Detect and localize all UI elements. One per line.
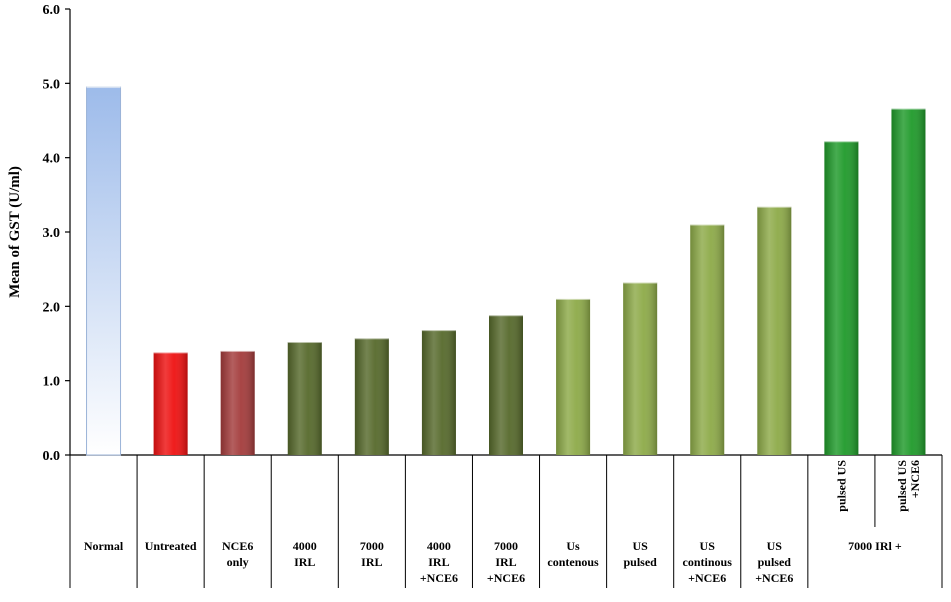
bar	[86, 86, 122, 456]
category-label-line: IRL	[294, 555, 315, 569]
category-label-line: +NCE6	[755, 571, 793, 585]
category-label-line: pulsed	[623, 555, 657, 569]
category-label-line: Untreated	[145, 539, 197, 553]
bar-cap	[421, 327, 456, 332]
category-label-line: +NCE6	[908, 460, 922, 498]
category-label-line: pulsed US	[834, 460, 848, 512]
bar-cap	[690, 221, 725, 226]
category-label: 7000 IRL +NCE6	[487, 539, 525, 585]
category-label-line: IRL	[361, 555, 382, 569]
bar-shading	[757, 206, 792, 455]
category-label-line: continous	[683, 555, 733, 569]
category-label: US pulsed +NCE6	[755, 539, 793, 585]
y-axis-title: Mean of GST (U/ml)	[7, 166, 23, 298]
bar-shading	[489, 315, 523, 455]
category-label-line: only	[227, 555, 249, 569]
y-tick-label: 4.0	[43, 152, 61, 167]
bar-shading	[891, 108, 926, 456]
category-label-line: Normal	[84, 539, 124, 553]
bar-shading	[153, 352, 188, 455]
bar-cap	[86, 84, 121, 89]
bar-shading	[824, 141, 859, 455]
category-label: US continous +NCE6	[683, 539, 733, 585]
category-label: pulsed US+NCE6	[895, 460, 922, 512]
category-label-line: +NCE6	[420, 571, 458, 585]
category-label-line: pulsed US	[895, 460, 909, 512]
y-tick-label: 3.0	[43, 226, 61, 241]
bar-cap	[824, 138, 859, 143]
category-label: 4000 IRL	[293, 539, 317, 569]
y-tick-label: 1.0	[43, 375, 61, 390]
category-label: US pulsed	[623, 539, 657, 569]
bar-shading	[220, 350, 255, 455]
category-label-line: Us	[566, 539, 580, 553]
category-label-line: NCE6	[222, 539, 253, 553]
category-label-line: IRL	[495, 555, 516, 569]
y-tick-label: 2.0	[43, 300, 61, 315]
category-label-line: 7000	[360, 539, 384, 553]
bar-shading	[556, 298, 591, 455]
y-tick-label: 5.0	[43, 77, 61, 92]
category-label: 4000 IRL +NCE6	[420, 539, 458, 585]
category-label: Normal	[84, 539, 124, 553]
bar-cap	[891, 105, 926, 110]
category-label-line: US	[632, 539, 648, 553]
category-label-line: 4000	[293, 539, 317, 553]
category-label-line: US	[700, 539, 716, 553]
category-label: Us contenous	[547, 539, 599, 569]
category-label-line: +NCE6	[688, 571, 726, 585]
bar-cap	[354, 335, 389, 340]
bar-cap	[489, 312, 523, 317]
bar-shading	[623, 282, 658, 455]
bar-cap	[153, 349, 188, 354]
category-label: 7000 IRL	[360, 539, 384, 569]
category-label: Untreated	[145, 539, 197, 553]
group-label: 7000 IRl +	[848, 539, 902, 553]
bar-cap	[287, 339, 322, 344]
category-label: pulsed US	[834, 460, 848, 512]
category-label-line: 4000	[427, 539, 451, 553]
bar-shading	[421, 330, 456, 455]
bar-shading	[287, 342, 322, 455]
category-label-line: pulsed	[758, 555, 792, 569]
bar-shading	[690, 224, 725, 455]
category-label-line: +NCE6	[487, 571, 525, 585]
category-label-line: IRL	[428, 555, 449, 569]
category-label: NCE6 only	[222, 539, 253, 569]
bar-cap	[220, 347, 255, 352]
bar-shading	[354, 338, 389, 455]
category-label-line: US	[767, 539, 783, 553]
category-label-line: 7000	[494, 539, 518, 553]
bar-cap	[556, 295, 591, 300]
y-tick-label: 0.0	[43, 449, 61, 464]
category-label-line: contenous	[547, 555, 599, 569]
y-tick-label: 6.0	[43, 3, 61, 18]
bar-cap	[757, 203, 792, 208]
bar-cap	[623, 279, 658, 284]
